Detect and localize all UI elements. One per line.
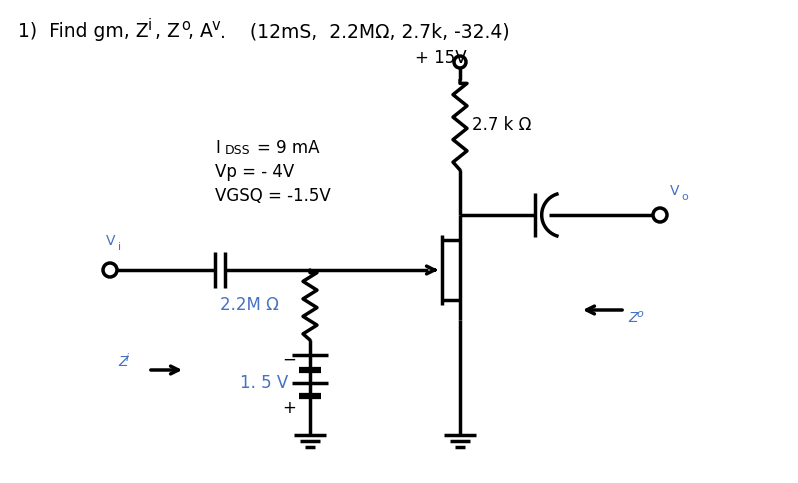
Text: 2.7 k Ω: 2.7 k Ω <box>472 116 531 134</box>
Text: + 15V: + 15V <box>415 49 467 67</box>
Text: o: o <box>636 309 642 319</box>
Text: o: o <box>181 18 190 33</box>
Text: 1)  Find gm, Z: 1) Find gm, Z <box>18 22 148 41</box>
Text: −: − <box>282 351 296 369</box>
Text: i: i <box>148 18 152 33</box>
Text: o: o <box>681 192 688 202</box>
Text: I: I <box>215 139 220 157</box>
Text: 2.2M Ω: 2.2M Ω <box>220 296 279 314</box>
Text: Vp = - 4V: Vp = - 4V <box>215 163 294 181</box>
Text: 1. 5 V: 1. 5 V <box>240 374 288 392</box>
Text: v: v <box>212 18 220 33</box>
Text: i: i <box>118 242 121 252</box>
Text: +: + <box>282 399 296 417</box>
Text: .    (12mS,  2.2MΩ, 2.7k, -32.4): . (12mS, 2.2MΩ, 2.7k, -32.4) <box>220 22 510 41</box>
Text: i: i <box>126 353 129 363</box>
Text: , Z: , Z <box>155 22 180 41</box>
Text: VGSQ = -1.5V: VGSQ = -1.5V <box>215 187 330 205</box>
Text: V: V <box>670 184 680 198</box>
Text: Z: Z <box>118 355 128 369</box>
Text: , A: , A <box>188 22 213 41</box>
Text: Z: Z <box>628 311 638 325</box>
Text: V: V <box>106 234 116 248</box>
Text: = 9 mA: = 9 mA <box>257 139 319 157</box>
Text: DSS: DSS <box>225 144 251 157</box>
